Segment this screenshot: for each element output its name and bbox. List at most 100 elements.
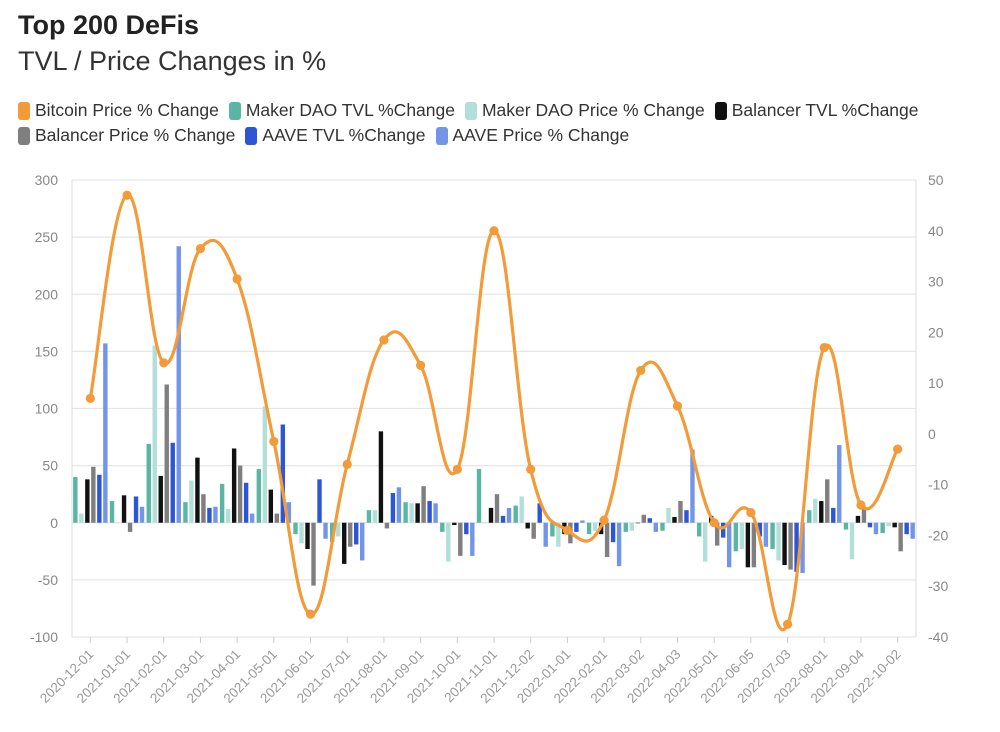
bar-aave-price-change xyxy=(726,522,732,568)
bar-aave-tvl-change xyxy=(464,522,469,535)
left-tick-label: 250 xyxy=(35,229,59,245)
bar-aave-tvl-change xyxy=(97,474,102,523)
bar-balancer-tvl-change xyxy=(158,475,163,523)
bar-maker-dao-price-change xyxy=(849,522,855,560)
bar-aave-price-change xyxy=(690,449,695,523)
bar-maker-dao-tvl-change xyxy=(440,522,445,532)
legend-swatch xyxy=(18,126,30,145)
bar-maker-dao-price-change xyxy=(813,498,818,523)
bar-balancer-tvl-change xyxy=(488,507,494,523)
left-tick-label: -100 xyxy=(30,629,58,645)
bar-maker-dao-price-change xyxy=(446,522,451,562)
bar-maker-dao-price-change xyxy=(739,522,745,550)
legend-item-balancer-tvl-change[interactable]: Balancer TVL %Change xyxy=(714,100,919,121)
left-tick-label: 150 xyxy=(35,343,59,359)
line-point-bitcoin-price-change xyxy=(599,515,609,525)
bar-maker-dao-tvl-change xyxy=(219,483,225,523)
left-tick-label: 100 xyxy=(35,401,59,417)
right-tick-label: -40 xyxy=(928,629,948,645)
bar-balancer-tvl-change xyxy=(231,448,237,523)
legend-item-bitcoin-price-change[interactable]: Bitcoin Price % Change xyxy=(18,100,219,121)
legend-swatch xyxy=(714,101,727,120)
bar-aave-tvl-change xyxy=(610,522,616,543)
bar-aave-price-change xyxy=(800,522,805,574)
bar-maker-dao-tvl-change xyxy=(770,522,775,550)
legend-swatch xyxy=(18,101,30,120)
bar-maker-dao-price-change xyxy=(556,522,561,547)
bar-maker-dao-tvl-change xyxy=(256,469,262,523)
bar-balancer-tvl-change xyxy=(415,503,420,523)
bar-maker-dao-price-change xyxy=(776,522,781,561)
line-point-bitcoin-price-change xyxy=(893,444,903,454)
bar-maker-dao-price-change xyxy=(225,509,231,523)
bar-aave-tvl-change xyxy=(537,503,542,523)
bar-balancer-price-change xyxy=(641,514,646,523)
bar-aave-price-change xyxy=(873,522,879,535)
bar-balancer-price-change xyxy=(458,522,463,556)
bar-maker-dao-price-change xyxy=(115,522,121,524)
bar-balancer-price-change xyxy=(201,494,206,523)
bar-balancer-price-change xyxy=(494,494,500,523)
line-point-bitcoin-price-change xyxy=(782,619,793,629)
bar-aave-tvl-change xyxy=(647,518,652,523)
bar-maker-dao-tvl-change xyxy=(73,477,78,523)
bar-aave-tvl-change xyxy=(390,493,396,523)
line-point-bitcoin-price-change xyxy=(269,436,279,447)
legend-label: Bitcoin Price % Change xyxy=(35,100,219,120)
bar-balancer-price-change xyxy=(421,486,426,523)
right-tick-label: -10 xyxy=(928,477,948,493)
chart-title: Top 200 DeFis xyxy=(18,10,200,40)
bar-balancer-tvl-change xyxy=(195,457,200,523)
line-point-bitcoin-price-change xyxy=(709,518,719,528)
line-point-bitcoin-price-change xyxy=(122,190,132,200)
bar-balancer-price-change xyxy=(751,522,757,568)
bar-balancer-price-change xyxy=(531,522,536,539)
bar-maker-dao-tvl-change xyxy=(403,502,408,523)
bar-aave-price-change xyxy=(176,246,181,523)
bar-maker-dao-price-change xyxy=(152,345,157,523)
bar-aave-price-change xyxy=(286,502,292,523)
bar-maker-dao-tvl-change xyxy=(880,522,885,534)
bar-aave-price-change xyxy=(249,513,255,523)
bar-maker-dao-price-change xyxy=(886,522,891,527)
bar-aave-tvl-change xyxy=(317,479,322,523)
bar-maker-dao-price-change xyxy=(482,522,488,524)
bar-maker-dao-price-change xyxy=(372,510,378,523)
bar-aave-tvl-change xyxy=(354,522,359,545)
bar-balancer-price-change xyxy=(714,522,720,546)
bar-maker-dao-tvl-change xyxy=(586,522,592,535)
legend-item-balancer-price-change[interactable]: Balancer Price % Change xyxy=(18,125,235,146)
bar-aave-tvl-change xyxy=(757,522,763,537)
bar-balancer-price-change xyxy=(274,513,280,523)
line-bitcoin-price-change xyxy=(88,193,900,632)
bar-aave-price-change xyxy=(433,503,438,523)
bar-aave-tvl-change xyxy=(500,515,506,523)
legend-item-maker-dao-price-change[interactable]: Maker DAO Price % Change xyxy=(464,100,705,121)
bar-aave-price-change xyxy=(910,522,915,539)
line-point-bitcoin-price-change xyxy=(819,342,829,353)
bar-aave-tvl-change xyxy=(867,522,873,528)
legend-item-maker-dao-tvl-change[interactable]: Maker DAO TVL %Change xyxy=(228,100,455,121)
bar-balancer-price-change xyxy=(311,522,316,586)
legend-item-aave-price-change[interactable]: AAVE Price % Change xyxy=(435,125,629,146)
legend-item-aave-tvl-change[interactable]: AAVE TVL %Change xyxy=(245,125,426,146)
right-tick-label: 30 xyxy=(928,274,944,290)
right-tick-label: 0 xyxy=(928,426,936,442)
line-point-bitcoin-price-change xyxy=(856,500,866,510)
line-point-bitcoin-price-change xyxy=(672,401,683,411)
bar-aave-tvl-change xyxy=(170,442,175,523)
chart-subtitle: TVL / Price Changes in % xyxy=(18,46,327,76)
bar-balancer-tvl-change xyxy=(819,501,824,523)
bar-balancer-price-change xyxy=(384,522,390,529)
bar-aave-price-change xyxy=(396,487,402,523)
bar-maker-dao-tvl-change xyxy=(660,522,665,531)
bar-maker-dao-price-change xyxy=(336,522,341,537)
line-point-bitcoin-price-change xyxy=(195,243,206,254)
right-tick-label: 20 xyxy=(928,324,944,340)
legend-label: Balancer Price % Change xyxy=(35,125,236,145)
bar-aave-price-change xyxy=(837,445,842,523)
line-point-bitcoin-price-change xyxy=(452,464,462,475)
bar-maker-dao-tvl-change xyxy=(807,510,812,523)
bar-aave-tvl-change xyxy=(794,522,799,572)
